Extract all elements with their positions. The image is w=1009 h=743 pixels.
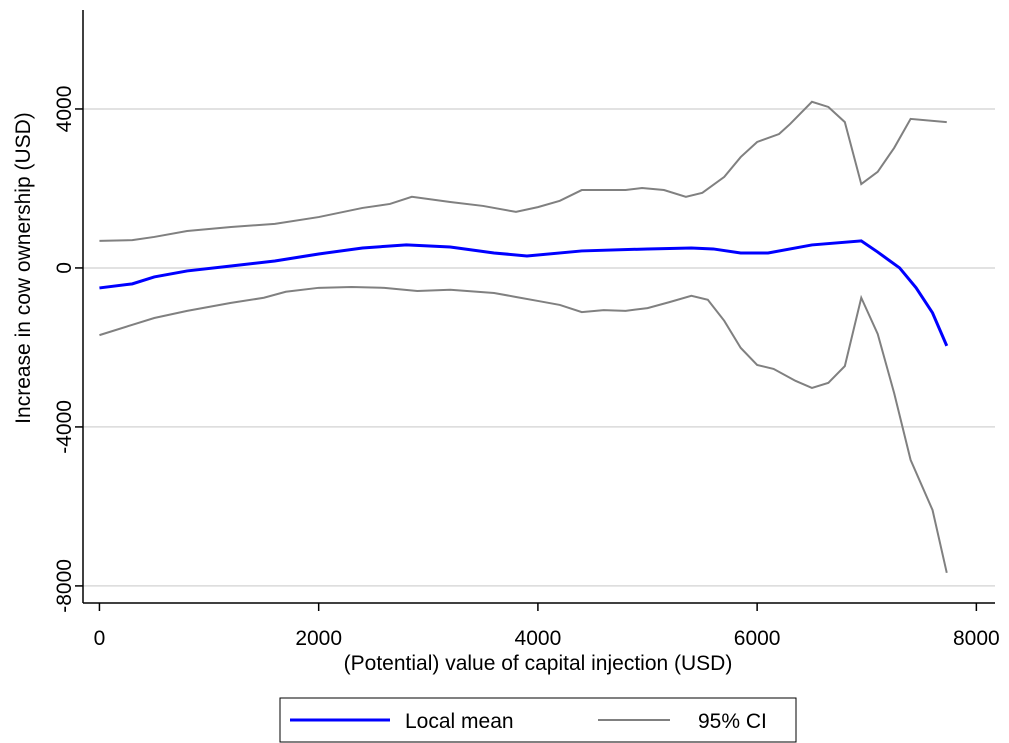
legend-label: 95% CI [698,710,767,733]
y-tick-label: -8000 [53,559,76,613]
legend-box [279,697,797,743]
x-tick-label: 2000 [295,627,342,650]
y-tick-label: 4000 [53,86,76,133]
series-line [99,100,947,242]
legend-label: Local mean [405,710,514,733]
x-tick-label: 4000 [515,627,562,650]
series-line [99,286,948,574]
y-axis-title: Increase in cow ownership (USD) [12,112,35,424]
series-line [99,239,949,347]
y-tick-label: -4000 [53,400,76,454]
x-tick-label: 6000 [734,627,781,650]
x-axis-title: (Potential) value of capital injection (… [344,652,733,675]
x-tick-label: 8000 [953,627,1000,650]
x-tick-label: 0 [94,627,106,650]
y-tick-label: 0 [53,262,76,274]
